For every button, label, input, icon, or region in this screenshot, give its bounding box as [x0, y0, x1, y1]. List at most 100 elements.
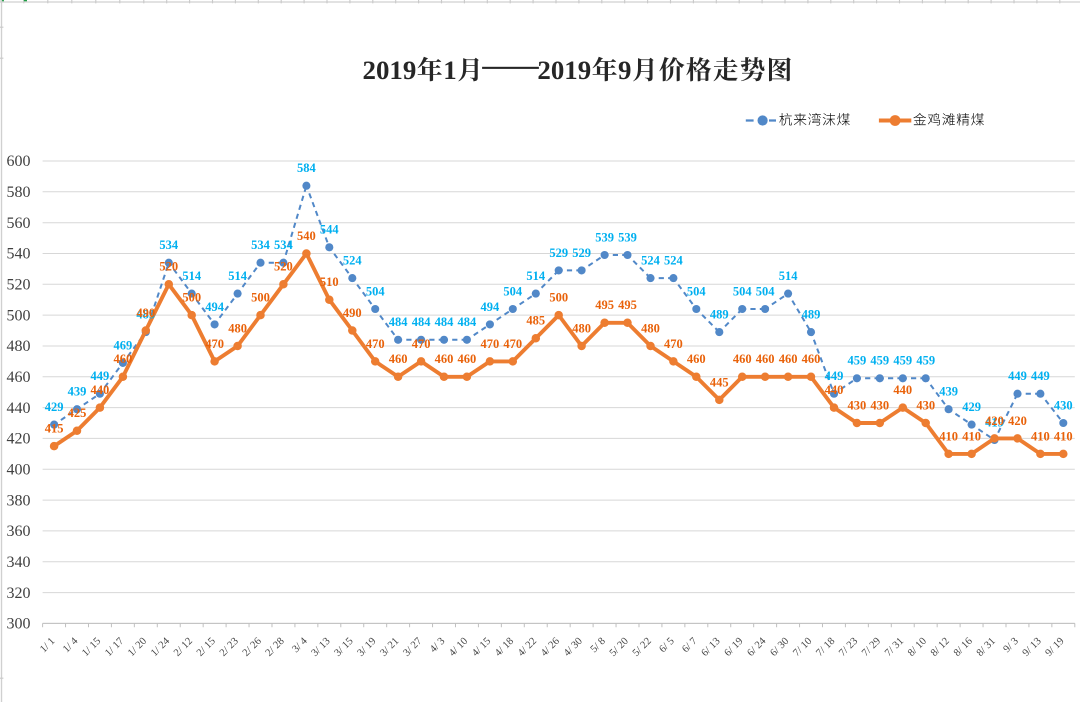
- svg-text:484: 484: [389, 315, 409, 329]
- svg-text:340: 340: [7, 554, 31, 571]
- svg-text:504: 504: [503, 284, 523, 298]
- svg-text:490: 490: [136, 306, 155, 320]
- svg-text:514: 514: [182, 269, 202, 283]
- svg-text:514: 514: [779, 269, 799, 283]
- svg-text:580: 580: [7, 184, 31, 201]
- svg-text:460: 460: [733, 352, 752, 366]
- svg-text:459: 459: [870, 354, 889, 368]
- svg-text:440: 440: [893, 383, 912, 397]
- svg-text:469: 469: [114, 338, 133, 352]
- svg-text:440: 440: [7, 400, 31, 417]
- svg-text:460: 460: [779, 352, 798, 366]
- svg-text:539: 539: [595, 230, 614, 244]
- svg-text:420: 420: [7, 431, 31, 448]
- svg-text:500: 500: [182, 291, 201, 305]
- svg-text:1: 1: [443, 55, 456, 85]
- svg-text:534: 534: [251, 238, 271, 252]
- svg-text:504: 504: [733, 284, 753, 298]
- svg-text:540: 540: [297, 229, 316, 243]
- svg-text:490: 490: [343, 306, 362, 320]
- svg-text:460: 460: [114, 352, 133, 366]
- svg-text:449: 449: [1008, 369, 1027, 383]
- svg-text:485: 485: [526, 314, 545, 328]
- svg-text:494: 494: [481, 300, 501, 314]
- svg-text:419: 419: [985, 415, 1004, 429]
- svg-text:524: 524: [343, 254, 363, 268]
- svg-text:504: 504: [756, 284, 776, 298]
- svg-text:459: 459: [893, 354, 912, 368]
- svg-text:410: 410: [939, 429, 958, 443]
- svg-text:460: 460: [389, 352, 408, 366]
- svg-text:430: 430: [870, 398, 889, 412]
- svg-text:494: 494: [205, 300, 225, 314]
- svg-text:470: 470: [481, 337, 500, 351]
- svg-text:2019: 2019: [363, 55, 417, 85]
- svg-text:514: 514: [526, 269, 546, 283]
- svg-text:524: 524: [664, 254, 684, 268]
- svg-text:410: 410: [962, 429, 981, 443]
- svg-text:449: 449: [1031, 369, 1050, 383]
- svg-text:500: 500: [549, 291, 568, 305]
- svg-text:524: 524: [641, 254, 661, 268]
- svg-text:470: 470: [664, 337, 683, 351]
- svg-text:430: 430: [848, 398, 867, 412]
- svg-text:439: 439: [68, 385, 87, 399]
- svg-text:459: 459: [848, 354, 867, 368]
- svg-text:600: 600: [7, 153, 31, 170]
- svg-text:420: 420: [1008, 414, 1027, 428]
- svg-text:584: 584: [297, 161, 317, 175]
- svg-text:449: 449: [825, 369, 844, 383]
- svg-text:510: 510: [320, 275, 339, 289]
- svg-text:400: 400: [7, 462, 31, 479]
- svg-text:484: 484: [435, 315, 455, 329]
- svg-text:520: 520: [274, 260, 293, 274]
- svg-text:534: 534: [274, 238, 294, 252]
- svg-text:445: 445: [710, 375, 729, 389]
- svg-text:440: 440: [91, 383, 110, 397]
- svg-text:470: 470: [366, 337, 385, 351]
- svg-text:504: 504: [366, 284, 386, 298]
- svg-text:460: 460: [435, 352, 454, 366]
- svg-text:470: 470: [503, 337, 522, 351]
- svg-text:430: 430: [916, 398, 935, 412]
- svg-text:540: 540: [7, 246, 31, 263]
- svg-text:500: 500: [7, 307, 31, 324]
- svg-text:520: 520: [7, 277, 31, 294]
- svg-text:410: 410: [1031, 429, 1050, 443]
- svg-text:480: 480: [572, 321, 591, 335]
- svg-text:440: 440: [825, 383, 844, 397]
- svg-text:529: 529: [572, 246, 591, 260]
- svg-text:460: 460: [756, 352, 775, 366]
- svg-text:534: 534: [159, 238, 179, 252]
- svg-text:300: 300: [7, 616, 31, 633]
- svg-text:415: 415: [45, 422, 64, 436]
- svg-text:2019: 2019: [537, 55, 591, 85]
- svg-text:410: 410: [1054, 429, 1073, 443]
- svg-text:459: 459: [916, 354, 935, 368]
- svg-text:425: 425: [68, 406, 87, 420]
- svg-text:360: 360: [7, 523, 31, 540]
- svg-text:449: 449: [91, 369, 110, 383]
- svg-text:520: 520: [159, 260, 178, 274]
- svg-text:500: 500: [251, 291, 270, 305]
- svg-text:460: 460: [687, 352, 706, 366]
- svg-text:495: 495: [595, 298, 614, 312]
- svg-text:380: 380: [7, 492, 31, 509]
- svg-text:495: 495: [618, 298, 637, 312]
- svg-text:429: 429: [45, 400, 64, 414]
- svg-text:529: 529: [549, 246, 568, 260]
- svg-text:9: 9: [618, 55, 631, 85]
- svg-text:489: 489: [136, 308, 155, 322]
- svg-text:420: 420: [985, 414, 1004, 428]
- svg-text:439: 439: [939, 385, 958, 399]
- svg-text:539: 539: [618, 230, 637, 244]
- svg-text:489: 489: [802, 308, 821, 322]
- svg-text:320: 320: [7, 585, 31, 602]
- svg-text:544: 544: [320, 223, 340, 237]
- svg-text:480: 480: [228, 321, 247, 335]
- svg-text:484: 484: [412, 315, 432, 329]
- svg-text:460: 460: [458, 352, 477, 366]
- svg-text:484: 484: [458, 315, 478, 329]
- svg-text:470: 470: [205, 337, 224, 351]
- svg-text:460: 460: [7, 369, 31, 386]
